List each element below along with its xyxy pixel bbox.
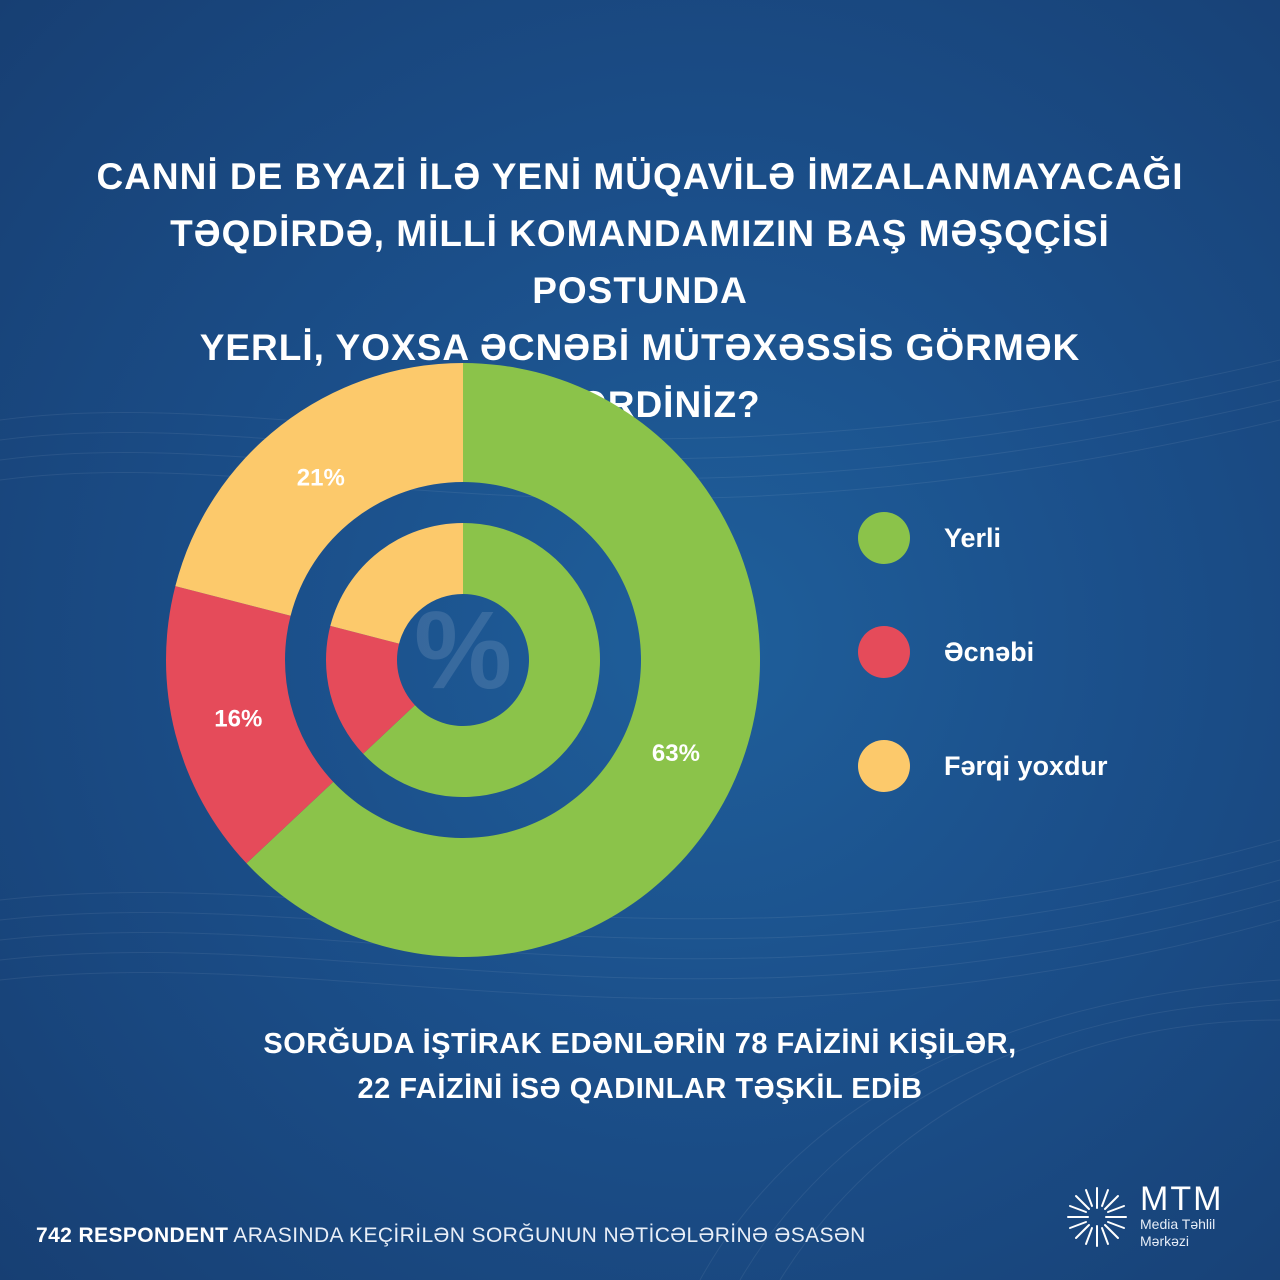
legend-item-ecnebi: Əcnəbi bbox=[858, 624, 1108, 680]
legend-swatch-ecnebi bbox=[858, 626, 910, 678]
demographics-note: SORĞUDA İŞTİRAK EDƏNLƏRİN 78 FAİZİNİ KİŞ… bbox=[140, 1022, 1140, 1112]
inner-slice-f-rqi-yoxdur bbox=[330, 523, 463, 644]
logo-burst-icon bbox=[1067, 1187, 1127, 1247]
logo-line-1: Media Təhlil bbox=[1140, 1216, 1216, 1232]
chart-legend: Yerli Əcnəbi Fərqi yoxdur bbox=[858, 510, 1108, 852]
legend-swatch-ferqi-yoxdur bbox=[858, 740, 910, 792]
legend-label-ferqi-yoxdur: Fərqi yoxdur bbox=[944, 750, 1108, 781]
legend-swatch-yerli bbox=[858, 512, 910, 564]
legend-item-yerli: Yerli bbox=[858, 510, 1108, 566]
source-description: ARASINDA KEÇİRİLƏN SORĞUNUN NƏTİCƏLƏRİNƏ… bbox=[228, 1224, 866, 1247]
note-line-1: SORĞUDA İŞTİRAK EDƏNLƏRİN 78 FAİZİNİ KİŞ… bbox=[263, 1028, 1017, 1060]
outer-slice-yerli bbox=[246, 363, 760, 957]
logo-line-2: Mərkəzi bbox=[1140, 1233, 1190, 1249]
logo-acronym: MTM bbox=[1140, 1180, 1224, 1218]
source-footnote: 742 RESPONDENT ARASINDA KEÇİRİLƏN SORĞUN… bbox=[36, 1224, 866, 1248]
center-percent-symbol: % bbox=[414, 589, 512, 712]
outer-slice-cn-bi bbox=[166, 586, 334, 864]
value-label-f-rqi-yoxdur: 21% bbox=[297, 465, 345, 492]
legend-label-yerli: Yerli bbox=[944, 522, 1002, 553]
inner-slice-cn-bi bbox=[326, 625, 415, 754]
value-label-yerli: 63% bbox=[652, 740, 700, 767]
note-line-2: 22 FAİZİNİ İSƏ QADINLAR TƏŞKİL EDİB bbox=[357, 1073, 923, 1105]
inner-slice-yerli bbox=[363, 523, 600, 797]
title-line-2: TƏQDİRDƏ, MİLLİ KOMANDAMIZIN BAŞ MƏŞQÇİS… bbox=[170, 213, 1110, 311]
legend-label-ecnebi: Əcnəbi bbox=[944, 636, 1035, 667]
source-respondent-count: 742 RESPONDENT bbox=[36, 1224, 229, 1247]
legend-item-ferqi-yoxdur: Fərqi yoxdur bbox=[858, 738, 1108, 794]
mtm-logo: MTM Media Təhlil Mərkəzi bbox=[1064, 1182, 1223, 1250]
title-line-1: CANNİ DE BYAZİ İLƏ YENİ MÜQAVİLƏ İMZALAN… bbox=[96, 156, 1184, 197]
outer-slice-f-rqi-yoxdur bbox=[175, 363, 463, 616]
value-label-cn-bi: 16% bbox=[214, 706, 262, 733]
